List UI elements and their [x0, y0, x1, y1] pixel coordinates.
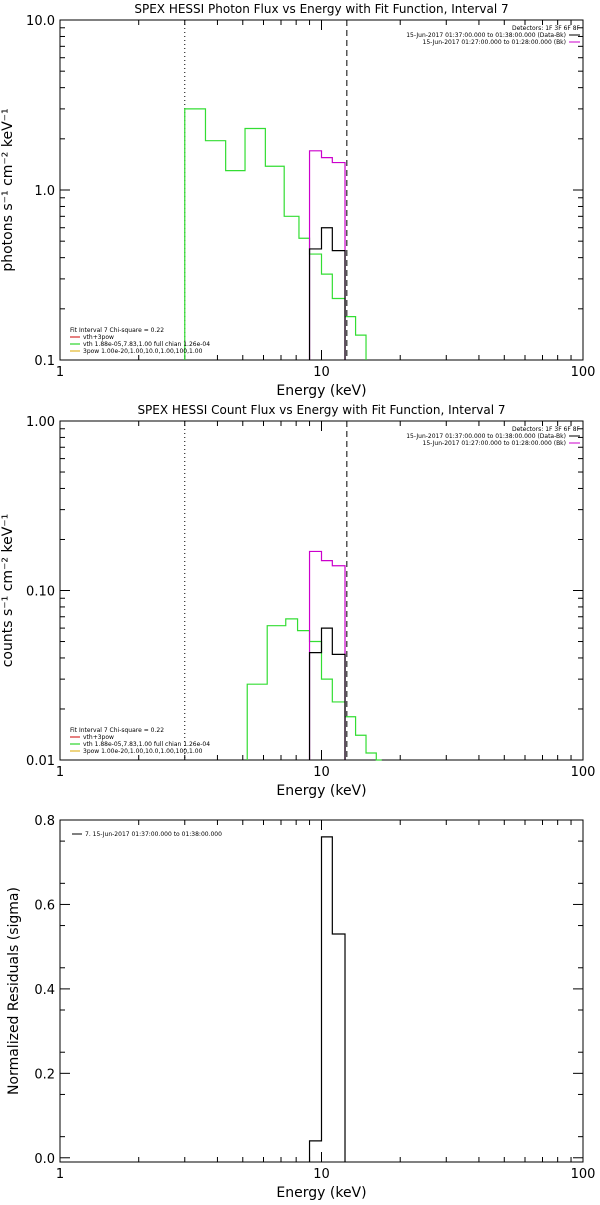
chart-title-1: SPEX HESSI Photon Flux vs Energy with Fi… [134, 2, 508, 16]
legend-fit-entry: 3pow 1.00e-20,1.00,10.0,1.00,100,1.00 [83, 748, 203, 755]
series-step-line-3 [308, 627, 346, 760]
y-tick-label: 1.00 [26, 415, 55, 430]
y-tick-label: 0.8 [34, 814, 55, 829]
legend-detectors: Detectors: 1F 3F 6F 8F [512, 25, 581, 32]
x-tick-label: 100 [571, 1167, 596, 1182]
series-step-line-2 [308, 150, 346, 360]
y-tick-label: 0.0 [34, 1152, 55, 1167]
legend-fit-entry: 3pow 1.00e-20,1.00,10.0,1.00,100,1.00 [83, 348, 203, 355]
y-tick-label: 10.0 [26, 14, 55, 29]
legend-fit-header: Fit Interval 7 Chi-square = 0.22 [70, 727, 164, 734]
plot-frame-2 [59, 420, 584, 761]
x-axis-label: Energy (keV) [276, 383, 366, 399]
y-axis-label: Normalized Residuals (sigma) [6, 887, 22, 1095]
x-tick-label: 100 [571, 365, 596, 380]
x-tick-label: 100 [571, 765, 596, 780]
series-step-line-2 [308, 550, 346, 760]
x-tick-label: 10 [313, 1167, 330, 1182]
y-tick-label: 0.10 [26, 585, 55, 600]
y-axis-label: photons s⁻¹ cm⁻² keV⁻¹ [0, 108, 16, 271]
y-tick-label: 0.2 [34, 1067, 55, 1082]
legend-fit-header: Fit Interval 7 Chi-square = 0.22 [70, 327, 164, 334]
legend-top-entry: 15-Jun-2017 01:27:00.000 to 01:28:00.000… [423, 39, 566, 46]
y-tick-label: 0.1 [34, 354, 55, 369]
series-step-line-3 [308, 227, 346, 360]
series-step-line-1 [246, 618, 382, 761]
x-axis-label: Energy (keV) [276, 783, 366, 799]
y-tick-label: 0.4 [34, 983, 55, 998]
legend-top-entry: 15-Jun-2017 01:37:00.000 to 01:38:00.000… [406, 32, 566, 39]
series-step-line-1 [184, 108, 367, 360]
legend-top-entry: 15-Jun-2017 01:37:00.000 to 01:38:00.000… [406, 433, 566, 440]
x-tick-label: 1 [56, 765, 64, 780]
legend-top-entry: 15-Jun-2017 01:27:00.000 to 01:28:00.000… [423, 440, 566, 447]
y-tick-label: 0.6 [34, 898, 55, 913]
y-axis-label: counts s⁻¹ cm⁻² keV⁻¹ [0, 514, 16, 668]
chart-title-2: SPEX HESSI Count Flux vs Energy with Fit… [137, 403, 505, 417]
y-tick-label: 1.0 [34, 184, 55, 199]
x-tick-label: 10 [313, 365, 330, 380]
legend-fit-entry: vth+3pow [83, 334, 114, 341]
y-tick-label: 0.01 [26, 754, 55, 769]
x-tick-label: 1 [56, 1167, 64, 1182]
series-step-line-1 [308, 836, 346, 1162]
x-axis-label: Energy (keV) [276, 1185, 366, 1200]
legend-residual-entry: 7. 15-Jun-2017 01:37:00.000 to 01:38:00.… [85, 831, 222, 838]
legend-detectors: Detectors: 1F 3F 6F 8F [512, 426, 581, 433]
x-tick-label: 1 [56, 365, 64, 380]
legend-fit-entry: vth 1.88e-05,7.83,1.00 full chian 1.26e-… [83, 741, 210, 748]
legend-fit-entry: vth 1.88e-05,7.83,1.00 full chian 1.26e-… [83, 341, 210, 348]
plot-frame-1 [59, 19, 584, 361]
legend-fit-entry: vth+3pow [83, 734, 114, 741]
x-tick-label: 10 [313, 765, 330, 780]
